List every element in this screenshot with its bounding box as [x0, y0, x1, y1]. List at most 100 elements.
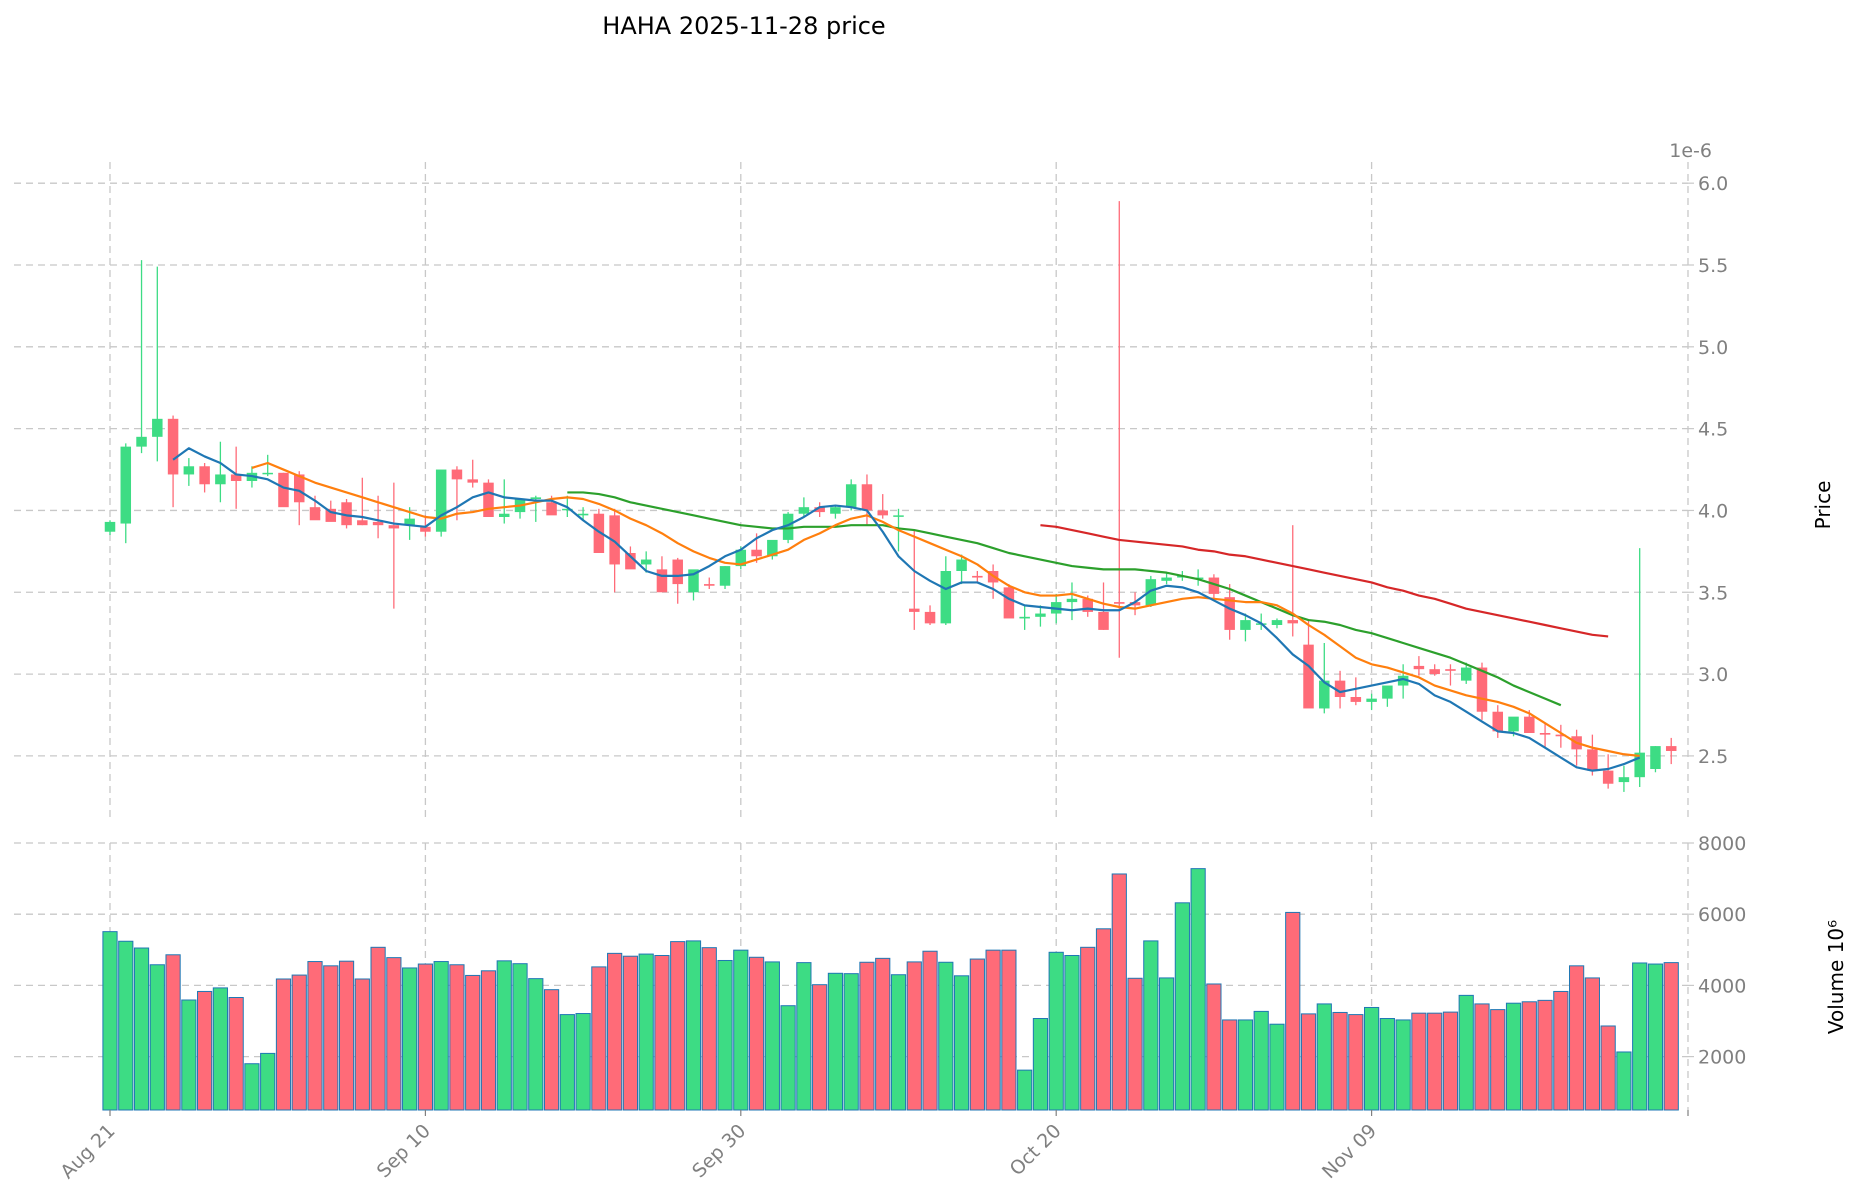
candle-body	[467, 479, 478, 483]
candle-body	[1224, 597, 1235, 630]
volume-bar	[1395, 1019, 1411, 1111]
candle-body	[1350, 697, 1362, 702]
price-tick-label: 3.0	[1698, 664, 1728, 686]
candle-body	[1334, 680, 1346, 697]
volume-bar	[1364, 1006, 1380, 1111]
volume-bar	[701, 947, 717, 1111]
volume-bar	[1616, 1051, 1632, 1111]
volume-bar	[827, 972, 844, 1111]
candle-body	[215, 474, 226, 485]
candle-body	[845, 484, 857, 508]
volume-bar	[323, 965, 339, 1111]
candle-body	[640, 559, 652, 565]
volume-bar	[291, 974, 307, 1111]
price-tick-label: 4.5	[1698, 419, 1728, 441]
candle-body	[1618, 777, 1630, 783]
volume-bar	[1411, 1012, 1427, 1111]
candle-body	[735, 549, 747, 567]
moving-average-lines	[172, 447, 1641, 772]
volume-bar	[685, 940, 702, 1111]
candle-body	[1303, 644, 1314, 709]
candle-body	[861, 484, 873, 511]
volume-bar	[670, 941, 686, 1111]
candle-body	[120, 446, 132, 524]
candle-body	[830, 507, 841, 514]
volume-bar	[260, 1052, 276, 1111]
candle-body	[1161, 577, 1172, 581]
ma-short-line	[172, 447, 1641, 772]
volume-bar	[969, 958, 985, 1111]
volume-bar	[1222, 1019, 1238, 1111]
candle-body	[924, 611, 936, 624]
volume-bar	[244, 1063, 260, 1111]
candle-body	[767, 539, 778, 557]
candle-body	[404, 518, 415, 526]
volume-bar	[906, 961, 922, 1111]
volume-bar	[197, 990, 213, 1111]
candle-body	[656, 569, 668, 593]
volume-bar	[212, 987, 228, 1111]
volume-bar	[1537, 999, 1553, 1111]
volume-bar	[543, 989, 560, 1111]
volume-bar	[1442, 1011, 1459, 1111]
candle-body	[546, 502, 557, 516]
volume-bar	[1095, 928, 1112, 1111]
candle-body	[530, 497, 542, 499]
candle-body	[972, 575, 983, 578]
candle-body	[1019, 616, 1030, 619]
x-tick-label: Sep 10	[373, 1120, 435, 1182]
candle-body	[1413, 665, 1425, 670]
volume-bar	[133, 947, 150, 1111]
candle-body	[499, 513, 510, 517]
volume-bar	[1206, 983, 1222, 1111]
volume-bar	[1663, 962, 1679, 1111]
candle-body	[1602, 770, 1614, 784]
candle-body	[704, 584, 715, 586]
volume-axis-label: Volume 10⁶	[1824, 920, 1848, 1034]
candle-body	[593, 513, 605, 553]
volume-axis-ticks: 2000 4000 6000 8000	[1688, 833, 1746, 1069]
volume-bar	[622, 955, 639, 1111]
volume-bar	[1584, 977, 1600, 1111]
ma-long-line	[567, 491, 1562, 707]
candle-body	[751, 549, 762, 557]
volume-bar	[149, 964, 165, 1111]
candle-body	[420, 526, 431, 532]
volume-bar	[275, 978, 292, 1111]
volume-bar	[465, 974, 481, 1111]
volume-bar	[1048, 951, 1064, 1111]
candle-body	[577, 513, 589, 516]
volume-bar	[1553, 990, 1569, 1111]
volume-bar	[1632, 962, 1648, 1111]
candle-body	[625, 553, 636, 570]
candle-body	[1271, 620, 1283, 625]
volume-bar	[228, 997, 244, 1111]
candle-body	[1492, 711, 1504, 732]
volume-bar	[922, 950, 938, 1111]
volume-bar	[449, 964, 465, 1111]
candle-body	[183, 466, 195, 475]
candle-body	[1082, 598, 1093, 612]
volume-bar	[1127, 977, 1143, 1111]
volume-bar	[1348, 1014, 1364, 1111]
volume-bar	[1017, 1069, 1033, 1111]
volume-bar	[638, 953, 654, 1111]
candle-body	[1429, 669, 1440, 675]
volume-bar	[575, 1013, 591, 1111]
volume-bar	[386, 957, 402, 1111]
candle-body	[341, 502, 352, 526]
x-tick-label: Aug 21	[56, 1120, 119, 1183]
volume-bar	[1332, 1011, 1348, 1111]
x-tick-label: Sep 30	[688, 1120, 750, 1182]
volume-bar	[1174, 902, 1190, 1111]
volume-tick-label: 4000	[1698, 975, 1746, 997]
candle-body	[293, 474, 305, 503]
volume-bar	[1080, 946, 1096, 1111]
volume-bar	[433, 961, 449, 1111]
candle-body	[1524, 716, 1535, 733]
volume-bar	[1505, 1002, 1522, 1111]
volume-bar	[1474, 1003, 1490, 1111]
candle-body	[167, 418, 179, 475]
volume-tick-label: 2000	[1698, 1047, 1746, 1069]
volume-bar	[118, 940, 134, 1111]
